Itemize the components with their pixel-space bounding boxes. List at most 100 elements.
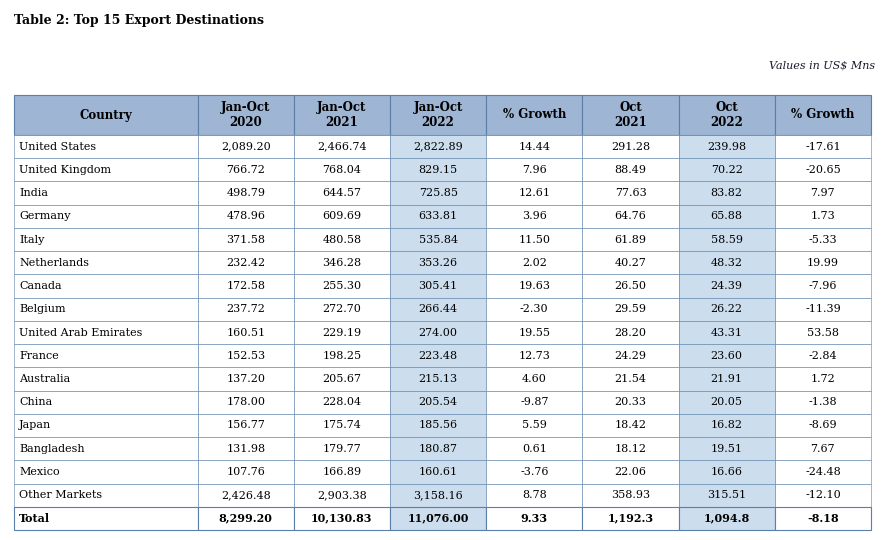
Bar <box>582 298 679 321</box>
Bar <box>390 507 486 530</box>
Text: 315.51: 315.51 <box>707 490 746 500</box>
Text: 21.91: 21.91 <box>711 374 743 384</box>
Bar <box>197 344 294 367</box>
Text: Jan-Oct
2021: Jan-Oct 2021 <box>317 101 366 129</box>
Bar <box>197 251 294 274</box>
Bar <box>582 507 679 530</box>
Text: 26.50: 26.50 <box>614 281 647 291</box>
Bar <box>390 95 486 135</box>
Bar <box>390 135 486 158</box>
Bar <box>14 251 197 274</box>
Text: 8,299.20: 8,299.20 <box>219 513 273 524</box>
Text: Australia: Australia <box>19 374 70 384</box>
Bar <box>679 344 774 367</box>
Text: Italy: Italy <box>19 234 44 245</box>
Bar <box>294 437 390 460</box>
Text: -11.39: -11.39 <box>805 304 841 314</box>
Text: 768.04: 768.04 <box>322 165 361 175</box>
Text: 65.88: 65.88 <box>711 211 743 221</box>
Bar <box>294 367 390 390</box>
Bar <box>679 483 774 507</box>
Bar <box>14 483 197 507</box>
Text: -5.33: -5.33 <box>809 234 837 245</box>
Bar <box>486 321 582 344</box>
Bar <box>486 251 582 274</box>
Bar <box>14 158 197 181</box>
Bar <box>774 483 871 507</box>
Bar <box>774 158 871 181</box>
Bar <box>774 390 871 414</box>
Text: 266.44: 266.44 <box>419 304 458 314</box>
Text: 2,426.48: 2,426.48 <box>221 490 271 500</box>
Text: Jan-Oct
2020: Jan-Oct 2020 <box>221 101 271 129</box>
Bar <box>197 483 294 507</box>
Bar <box>679 181 774 205</box>
Text: 633.81: 633.81 <box>419 211 458 221</box>
Bar <box>14 228 197 251</box>
Bar <box>294 135 390 158</box>
Text: 358.93: 358.93 <box>611 490 650 500</box>
Text: -2.84: -2.84 <box>809 351 837 361</box>
Text: 229.19: 229.19 <box>322 327 361 338</box>
Bar <box>14 321 197 344</box>
Text: 19.55: 19.55 <box>519 327 550 338</box>
Bar <box>390 437 486 460</box>
Text: 24.29: 24.29 <box>614 351 647 361</box>
Bar <box>486 181 582 205</box>
Text: 272.70: 272.70 <box>322 304 361 314</box>
Text: 14.44: 14.44 <box>519 141 550 152</box>
Bar <box>294 507 390 530</box>
Bar <box>197 181 294 205</box>
Bar <box>582 483 679 507</box>
Text: 58.59: 58.59 <box>711 234 743 245</box>
Bar <box>294 158 390 181</box>
Bar <box>582 181 679 205</box>
Bar <box>679 95 774 135</box>
Text: 160.51: 160.51 <box>227 327 266 338</box>
Text: 172.58: 172.58 <box>227 281 266 291</box>
Text: 16.66: 16.66 <box>711 467 743 477</box>
Bar <box>679 460 774 483</box>
Bar <box>390 390 486 414</box>
Bar <box>14 344 197 367</box>
Bar <box>774 344 871 367</box>
Text: 205.54: 205.54 <box>419 397 458 407</box>
Text: -17.61: -17.61 <box>805 141 841 152</box>
Text: 178.00: 178.00 <box>227 397 266 407</box>
Bar <box>774 135 871 158</box>
Bar <box>197 228 294 251</box>
Text: Japan: Japan <box>19 421 51 430</box>
Text: 53.58: 53.58 <box>807 327 839 338</box>
Bar <box>14 95 197 135</box>
Bar <box>582 251 679 274</box>
Text: -2.30: -2.30 <box>520 304 549 314</box>
Text: 255.30: 255.30 <box>322 281 361 291</box>
Text: 2,903.38: 2,903.38 <box>317 490 366 500</box>
Text: 19.51: 19.51 <box>711 444 743 454</box>
Text: 2.02: 2.02 <box>522 258 547 268</box>
Bar <box>679 390 774 414</box>
Bar <box>294 95 390 135</box>
Text: Mexico: Mexico <box>19 467 59 477</box>
Text: 3.96: 3.96 <box>522 211 547 221</box>
Text: Bangladesh: Bangladesh <box>19 444 85 454</box>
Text: 28.20: 28.20 <box>614 327 647 338</box>
Bar <box>14 460 197 483</box>
Text: 20.33: 20.33 <box>614 397 647 407</box>
Text: United Arab Emirates: United Arab Emirates <box>19 327 142 338</box>
Bar <box>294 298 390 321</box>
Text: 725.85: 725.85 <box>419 188 458 198</box>
Bar <box>679 321 774 344</box>
Text: Netherlands: Netherlands <box>19 258 89 268</box>
Text: 24.39: 24.39 <box>711 281 743 291</box>
Bar <box>774 507 871 530</box>
Bar <box>294 390 390 414</box>
Text: % Growth: % Growth <box>791 109 855 122</box>
Bar <box>390 274 486 298</box>
Text: Table 2: Top 15 Export Destinations: Table 2: Top 15 Export Destinations <box>14 14 264 27</box>
Text: 0.61: 0.61 <box>522 444 547 454</box>
Text: 9.33: 9.33 <box>520 513 548 524</box>
Bar <box>294 414 390 437</box>
Text: 19.99: 19.99 <box>807 258 839 268</box>
Text: -1.38: -1.38 <box>809 397 837 407</box>
